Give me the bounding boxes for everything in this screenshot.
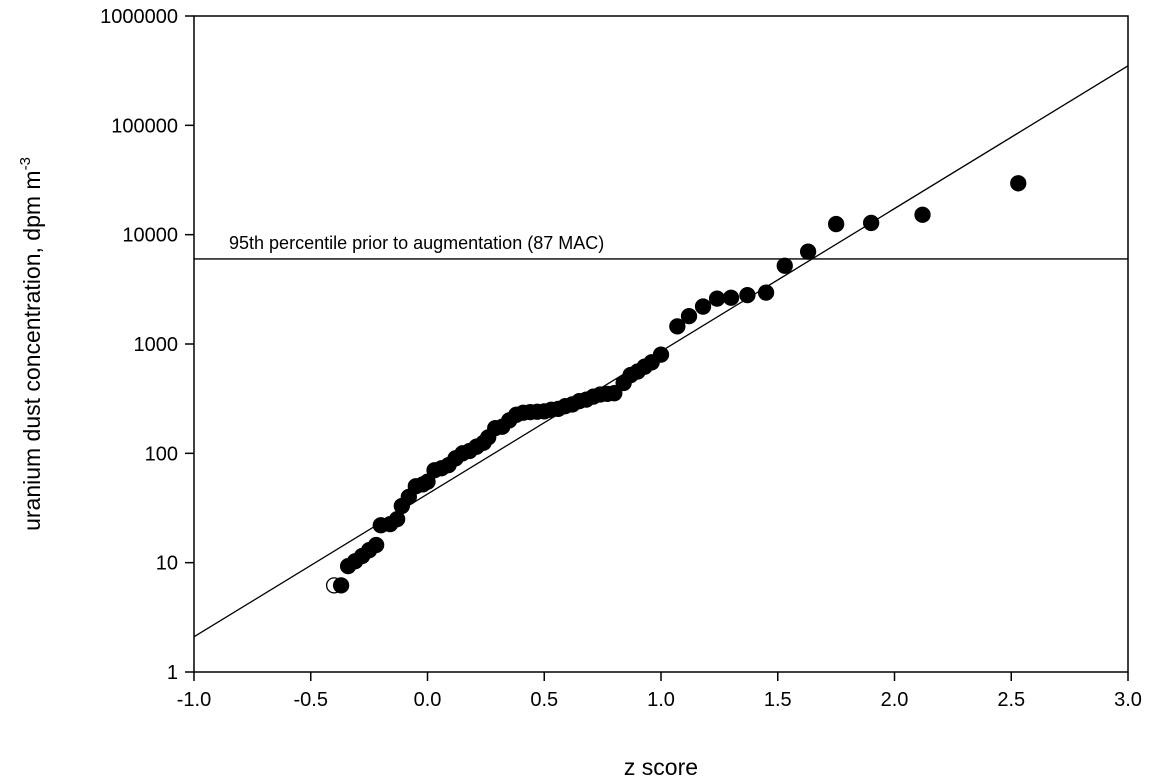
data-point (799, 243, 817, 260)
data-point (367, 536, 385, 554)
data-point (914, 206, 931, 223)
y-axis-title: uranium dust concentration, dpm m-3 (17, 157, 45, 531)
y-tick-label: 100 (145, 443, 178, 465)
y-axis-title-superscript: -3 (17, 157, 34, 170)
x-tick-label: 1.0 (647, 689, 675, 711)
data-point (739, 286, 756, 304)
y-tick-label: 1 (167, 662, 178, 684)
data-point (694, 298, 712, 315)
data-point (652, 346, 670, 363)
data-point (332, 577, 350, 594)
x-tick-label: 3.0 (1114, 689, 1142, 711)
y-tick-label: 100000 (111, 115, 178, 137)
y-tick-label: 10 (156, 553, 178, 575)
plot-marks (194, 65, 1128, 638)
axes: -1.0 -0.5 0.0 0.5 1.0 1.5 2.0 2.5 3.0 1 10 100 1000 1… (100, 6, 1142, 711)
x-tick-label: 1.5 (764, 689, 792, 711)
x-tick-label: 0.5 (530, 689, 558, 711)
x-axis-title: z score (624, 754, 698, 780)
data-point (680, 307, 698, 325)
y-tick-label: 1000 (134, 334, 179, 356)
x-tick-label: -0.5 (294, 689, 328, 711)
x-tick-label: 0.0 (414, 689, 442, 711)
data-point (776, 257, 793, 274)
data-point (606, 385, 623, 402)
x-tick-label: 2.5 (997, 689, 1025, 711)
plot-area (194, 65, 1128, 638)
reference-line-label: 95th percentile prior to augmentation (8… (229, 233, 604, 253)
y-axis-title-main: uranium dust concentration, dpm m (19, 170, 45, 531)
x-tick-label: 2.0 (881, 689, 909, 711)
data-point (708, 290, 726, 307)
y-tick-label: 1000000 (100, 6, 178, 28)
data-point (1010, 175, 1027, 192)
plot-frame (193, 15, 1129, 673)
data-point (827, 215, 845, 233)
data-point (863, 214, 880, 232)
x-tick-label: -1.0 (177, 689, 211, 711)
data-point (722, 289, 740, 306)
data-point (669, 318, 686, 335)
data-point (757, 284, 775, 301)
y-tick-label: 10000 (122, 225, 178, 247)
